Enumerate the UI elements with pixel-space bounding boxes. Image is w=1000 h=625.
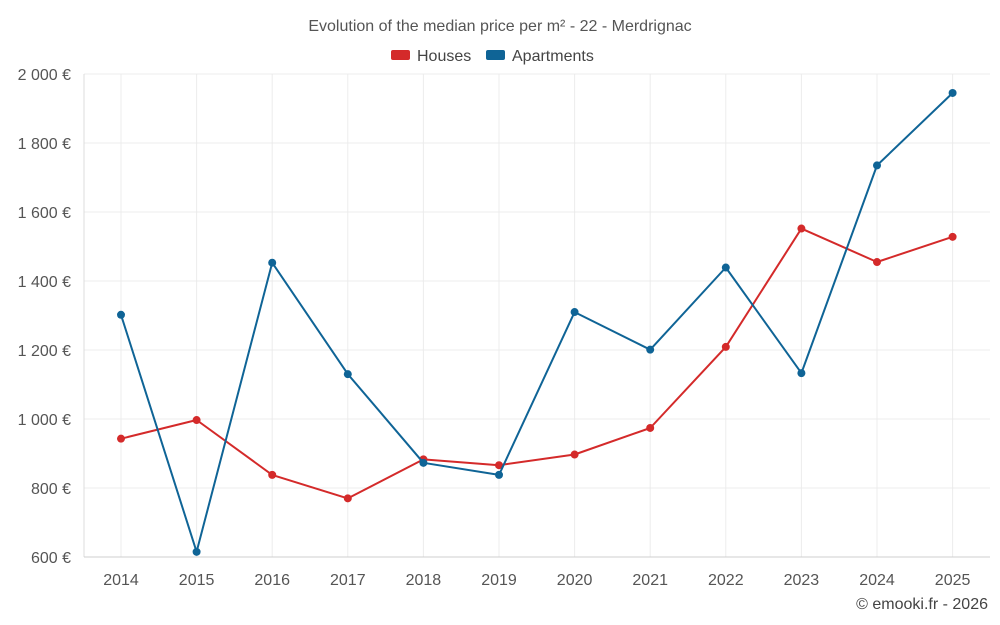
houses-point[interactable] xyxy=(646,423,655,432)
houses-point[interactable] xyxy=(343,494,352,503)
series-houses xyxy=(117,224,957,503)
houses-point[interactable] xyxy=(268,470,277,479)
y-tick-label: 1 200 € xyxy=(18,343,71,360)
apartments-point[interactable] xyxy=(948,88,957,97)
apartments-point[interactable] xyxy=(117,310,125,319)
legend: Houses Apartments xyxy=(391,48,594,65)
houses-point[interactable] xyxy=(948,232,957,241)
series-apartments xyxy=(117,88,957,556)
y-tick-label: 1 600 € xyxy=(18,205,71,222)
chart-title: Evolution of the median price per m² - 2… xyxy=(308,18,691,35)
apartments-point[interactable] xyxy=(570,308,579,317)
apartments-point[interactable] xyxy=(873,161,881,170)
y-tick-label: 600 € xyxy=(31,550,71,567)
apartments-line xyxy=(120,92,954,553)
x-tick-label: 2016 xyxy=(254,572,290,589)
y-tick-label: 2 000 € xyxy=(18,67,71,84)
legend-item-houses[interactable]: Houses xyxy=(391,48,471,65)
x-tick-label: 2021 xyxy=(632,572,668,589)
grid xyxy=(84,73,990,558)
houses-point[interactable] xyxy=(192,416,201,425)
series-layer xyxy=(117,88,957,556)
x-tick-label: 2019 xyxy=(481,572,517,589)
legend-swatch xyxy=(486,50,505,60)
houses-line xyxy=(120,227,953,500)
y-tick-label: 1 800 € xyxy=(18,136,71,153)
x-tick-label: 2015 xyxy=(179,572,215,589)
apartments-point[interactable] xyxy=(646,345,655,354)
y-tick-label: 800 € xyxy=(31,481,71,498)
houses-point[interactable] xyxy=(495,461,503,470)
houses-point[interactable] xyxy=(873,258,881,267)
legend-label: Houses xyxy=(417,48,471,65)
apartments-point[interactable] xyxy=(343,370,352,379)
credit-text: © emooki.fr - 2026 xyxy=(856,596,988,613)
x-tick-label: 2022 xyxy=(708,572,744,589)
x-tick-label: 2017 xyxy=(330,572,366,589)
x-tick-label: 2014 xyxy=(103,572,139,589)
axes: 600 € 800 € 1 000 € 1 200 € 1 400 € 1 600 € 1 … xyxy=(18,67,990,589)
y-tick-label: 1 000 € xyxy=(18,412,71,429)
houses-point[interactable] xyxy=(117,434,125,443)
houses-point[interactable] xyxy=(721,342,730,351)
x-tick-label: 2018 xyxy=(406,572,442,589)
legend-item-apartments[interactable]: Apartments xyxy=(486,48,594,65)
apartments-point[interactable] xyxy=(419,458,428,467)
x-tick-label: 2024 xyxy=(859,572,895,589)
x-tick-label: 2025 xyxy=(935,572,971,589)
houses-point[interactable] xyxy=(570,450,579,459)
x-tick-label: 2023 xyxy=(784,572,820,589)
legend-swatch xyxy=(391,50,410,60)
apartments-point[interactable] xyxy=(721,263,730,272)
houses-point[interactable] xyxy=(797,224,806,233)
apartments-point[interactable] xyxy=(495,470,503,479)
x-tick-label: 2020 xyxy=(557,572,593,589)
apartments-point[interactable] xyxy=(192,547,201,556)
apartments-point[interactable] xyxy=(797,369,806,378)
y-tick-label: 1 400 € xyxy=(18,274,71,291)
legend-label: Apartments xyxy=(512,48,594,65)
apartments-point[interactable] xyxy=(268,258,277,267)
